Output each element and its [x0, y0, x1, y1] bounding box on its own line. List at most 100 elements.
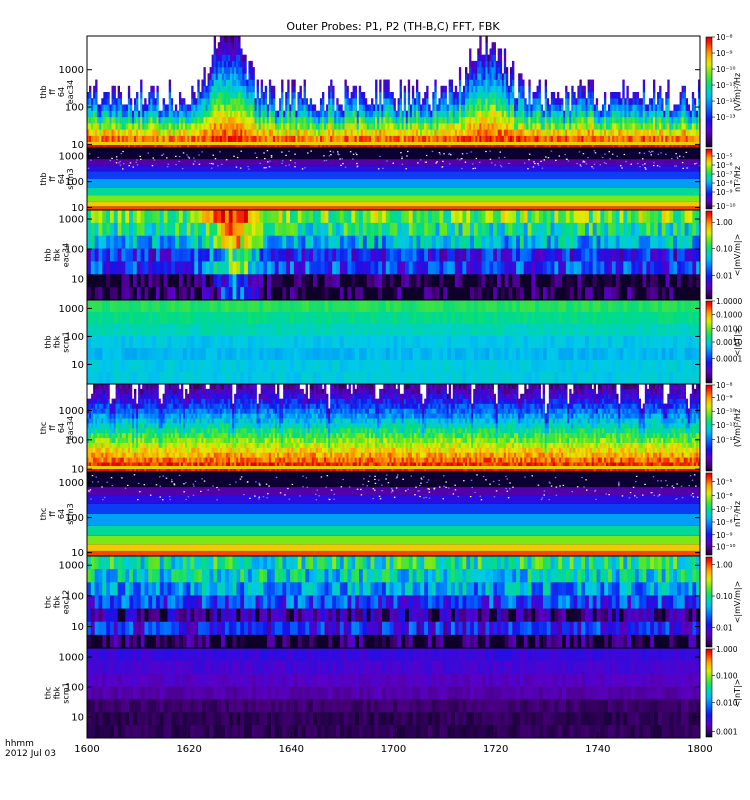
colorbar-scale — [705, 36, 713, 148]
colorbar-tick-label: 10⁻¹³ — [716, 113, 736, 122]
colorbar-tick-label: 10⁻¹⁰ — [716, 65, 736, 74]
y-tick-label: 1000 — [59, 406, 84, 417]
colorbar-tick-label: 10⁻⁵ — [716, 152, 733, 161]
y-axis-label-line: ff — [48, 89, 57, 95]
y-axis-label-line: thb — [39, 172, 48, 185]
colorbar-tick-label: 0.01 — [716, 272, 733, 281]
y-tick-label: 10 — [71, 360, 84, 371]
x-tick-label: 1640 — [279, 744, 304, 755]
colorbar-tick-label: 1.000 — [716, 645, 738, 654]
colorbar-tick-label: 10⁻⁹ — [716, 394, 733, 403]
colorbar-scale — [705, 648, 713, 738]
y-axis-label-line: 64 — [57, 174, 66, 184]
y-tick-label: 1000 — [59, 65, 84, 76]
colorbar-tick-label: 0.10 — [716, 592, 733, 601]
colorbar: 1.00 0.10 0.01<|mV/m|> — [705, 556, 742, 648]
y-tick-label: 100 — [65, 245, 84, 256]
y-tick-label: 10 — [71, 140, 84, 151]
y-tick-label: 10 — [71, 548, 84, 559]
colorbar-scale — [705, 210, 713, 300]
colorbar-unit: nT²/Hz — [733, 166, 742, 192]
y-axis-label: thc ff 64 eac34 — [39, 416, 75, 440]
y-axis-label-line: scm1 — [62, 331, 71, 352]
y-tick-label: 100 — [65, 177, 84, 188]
chart-title: Outer Probes: P1, P2 (TH-B,C) FFT, FBK — [286, 20, 500, 33]
y-tick-label: 10 — [71, 713, 84, 724]
y-tick-label: 10 — [71, 622, 84, 633]
colorbar-scale — [705, 148, 713, 210]
colorbar-unit: <|mV/m|> — [733, 234, 742, 277]
colorbar-tick-label: 1.00 — [716, 218, 733, 227]
colorbar-tick-label: 10⁻⁸ — [716, 518, 733, 527]
y-axis-label: thb ff 64 eac34 — [39, 80, 75, 104]
colorbar-tick-label: 10⁻¹² — [716, 97, 736, 106]
colorbar-tick-label: 1.00 — [716, 561, 733, 570]
y-axis-label-line: thc — [44, 596, 53, 609]
colorbar-tick-label: 1.0000 — [716, 297, 742, 306]
panel-thc-ff-scm3: 10 100 1000 thc ff 64 scm3 10⁻⁵ 10⁻⁶ 10⁻⁷ 10⁻⁸ 10⁻⁹… — [39, 471, 742, 559]
colorbar-tick-label: 10⁻⁷ — [716, 170, 733, 179]
colorbar-tick-label: 10⁻⁷ — [716, 505, 733, 514]
colorbar-tick-label: 0.01 — [716, 623, 733, 632]
colorbar: 10⁻⁸ 10⁻⁹ 10⁻¹⁰ 10⁻¹¹ 10⁻¹² 10⁻¹³ (V/m)²/Hz — [705, 33, 742, 148]
colorbar-tick-label: 10⁻¹¹ — [716, 421, 736, 430]
colorbar-unit: <|nT|> — [733, 679, 742, 708]
y-axis-label-line: scm3 — [66, 503, 75, 524]
colorbar-tick-label: 10⁻⁸ — [716, 33, 733, 42]
colorbar-tick-label: 10⁻⁸ — [716, 179, 733, 188]
colorbar-unit: <|mV/m|> — [733, 581, 742, 624]
y-axis-label-line: 64 — [57, 509, 66, 519]
colorbar-tick-label: 10⁻⁹ — [716, 49, 733, 58]
y-axis-label-line: scm1 — [62, 682, 71, 703]
y-axis-label-line: thc — [44, 687, 53, 700]
colorbar-tick-label: 10⁻⁶ — [716, 491, 733, 500]
y-axis-label-line: thc — [39, 422, 48, 435]
colorbar-unit: nT²/Hz — [733, 501, 742, 527]
colorbar-unit: (V/m)²/Hz — [733, 73, 742, 111]
y-axis-label-line: fbk — [53, 335, 62, 348]
y-axis-label: thc fbk eac12 — [44, 590, 71, 614]
panel-thb-fbk-scm1: 10 100 1000 thb fbk scm1 1.0000 0.1000 0.0100 0.0… — [44, 297, 742, 385]
y-axis-label: thb ff 64 scm3 — [39, 168, 75, 189]
y-axis-label-line: thb — [44, 248, 53, 261]
panel-thb-fbk-eac34: 10 100 1000 thb fbk eac34 1.00 0.10 0.01 <|mV/m|> — [44, 209, 742, 301]
y-tick-label: 100 — [65, 332, 84, 343]
y-axis-label-line: eac12 — [62, 590, 71, 614]
colorbar-scale — [705, 472, 713, 556]
y-axis-label: thb fbk eac34 — [44, 243, 71, 267]
y-tick-label: 100 — [65, 103, 84, 114]
colorbar-tick-label: 10⁻⁶ — [716, 161, 733, 170]
y-tick-label: 1000 — [59, 304, 84, 315]
colorbar-tick-label: 10⁻⁸ — [716, 381, 733, 390]
y-axis-label-line: ff — [48, 511, 57, 517]
x-axis-label: hhmm — [5, 739, 34, 749]
y-axis-label-line: thb — [44, 335, 53, 348]
colorbar: 10⁻⁸ 10⁻⁹ 10⁻¹⁰ 10⁻¹¹ 10⁻¹²(V/m)²/Hz — [705, 381, 742, 472]
y-axis-label-line: 64 — [57, 423, 66, 433]
y-tick-label: 100 — [65, 435, 84, 446]
x-axis-date: 2012 Jul 03 — [5, 749, 56, 759]
colorbar-tick-label: 10⁻⁵ — [716, 478, 733, 487]
y-tick-label: 1000 — [59, 561, 84, 572]
colorbar-scale — [705, 300, 713, 384]
panel-thb-ff-scm3: 10 100 1000 thb ff 64 scm3 10⁻⁵10⁻⁶10⁻⁷10⁻⁸10⁻⁹… — [39, 147, 742, 214]
colorbar-tick-label: 10⁻¹¹ — [716, 81, 736, 90]
y-tick-label: 1000 — [59, 151, 84, 162]
y-axis-label-line: fbk — [53, 595, 62, 608]
y-tick-label: 10 — [71, 203, 84, 214]
x-tick-label: 1700 — [381, 744, 406, 755]
colorbar-tick-label: 10⁻⁹ — [716, 188, 733, 197]
panel-thc-fbk-scm1: 10 100 1000 thc fbk scm1 1.000 0.100 0.010 0.001 <… — [44, 645, 742, 739]
colorbar-tick-label: 0.0010 — [716, 338, 742, 347]
colorbar: 1.000 0.100 0.010 0.001 <|nT|> — [705, 645, 742, 738]
colorbar-tick-label: 10⁻¹² — [716, 436, 736, 445]
y-axis-label: thb fbk scm1 — [44, 331, 71, 352]
y-tick-label: 1000 — [59, 478, 84, 489]
y-axis-label-line: eac34 — [66, 416, 75, 440]
colorbar-tick-label: 0.10 — [716, 244, 733, 253]
y-axis-label-line: eac34 — [62, 243, 71, 267]
